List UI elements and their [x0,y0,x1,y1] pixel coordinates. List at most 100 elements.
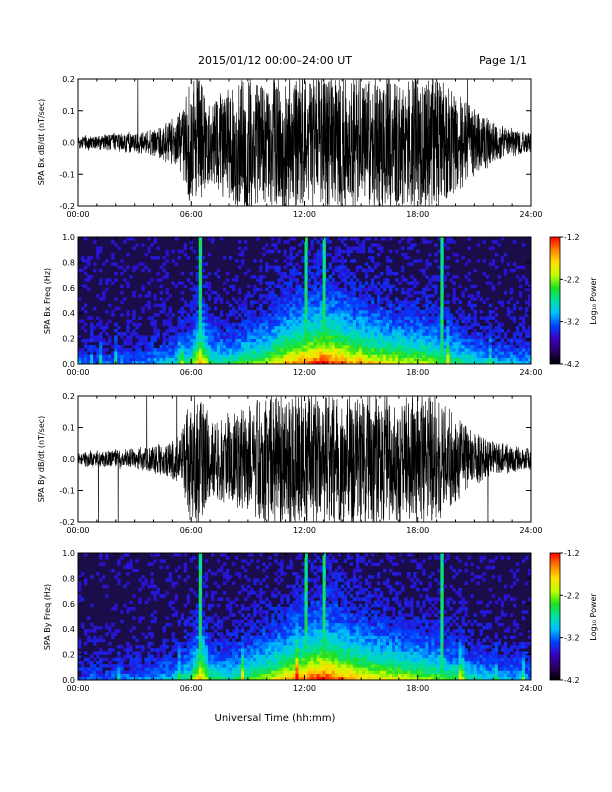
spectrogram-cell [174,648,178,652]
spectrogram-cell [524,281,529,285]
spectrogram-cell [81,351,85,355]
spectrogram-cell [256,348,260,352]
spectrogram-cell [244,240,248,244]
spectrogram-cell [307,252,311,257]
spectrogram-cell [298,322,302,327]
spectrogram-cell [93,641,97,646]
spectrogram-cell [389,335,393,339]
spectrogram-cell [340,275,345,279]
spectrogram-cell [370,335,375,339]
spectrogram-cell [201,673,206,678]
spectrogram-cell [503,357,508,362]
spectrogram-cell [135,638,139,643]
spectrogram-cell [289,297,293,301]
spectrogram-cell [292,626,296,630]
panel-by-spectrogram: 00:00 06:00 12:00 18:00 24:001.00.80.60.40.2… [43,549,598,693]
spectrogram-cell [126,319,130,324]
spectrogram-cell [319,329,323,333]
spectrogram-cell [280,641,284,646]
spectrogram-cell [204,676,209,681]
spectrogram-cell [225,329,230,333]
spectrogram-cell [201,354,206,358]
spectrogram-cell [410,237,414,241]
spectrogram-cell [244,597,248,601]
spectrogram-cell [241,654,245,659]
spectrogram-cell [289,360,293,365]
spectrogram-cell [268,645,272,649]
spectrogram-cell [204,619,209,624]
spectrogram-cell [192,654,197,659]
spectrogram-cell [283,635,287,640]
spectrogram-cell [470,284,474,289]
spectrogram-cell [108,648,112,652]
spectrogram-cell [413,243,417,247]
colorbar-tick-label: -2.2 [564,275,580,284]
spectrogram-cell [165,287,169,292]
spectrogram-cell [298,284,302,289]
spectrogram-cell [298,313,302,317]
spectrogram-cell [135,654,139,659]
spectrogram-cell [518,338,523,343]
spectrogram-cell [274,572,278,576]
spectrogram-cell [328,294,332,298]
spectrogram-cell [416,290,420,295]
spectrogram-cell [105,553,109,557]
spectrogram-cell [225,676,230,681]
spectrogram-cell [301,281,305,285]
spectrogram-cell [307,344,311,349]
spectrogram-cell [159,676,163,681]
spectrogram-cell [238,641,242,646]
spectrogram-cell [126,645,130,649]
spectrogram-cell [274,329,278,333]
spectrogram-cell [253,259,257,263]
spectrogram-cell [262,275,266,279]
spectrogram-cell [238,657,242,662]
spectrogram-cell [78,575,82,579]
spectrogram-cell [210,325,215,330]
spectrogram-cell [253,660,257,665]
spectrogram-cell [395,297,399,301]
spectrogram-cell [247,335,251,339]
spectrogram-cell [250,325,254,330]
spectrogram-cell [195,606,200,611]
spectrogram-cell [268,338,272,343]
spectrogram-cell [183,303,188,308]
spectrogram-cell [235,673,239,678]
spectrogram-cell [524,329,529,333]
spectrogram-cell [250,313,254,317]
spectrogram-cell [274,587,278,592]
spectrogram-cell [298,341,302,346]
spectrogram-cell [78,581,82,586]
spectrogram-cell [440,287,444,292]
spectrogram-cell [111,313,115,317]
spectrogram-cell [470,341,474,346]
spectrogram-cell [491,316,496,320]
spectrogram-cell [352,338,357,343]
spectrogram-cell [96,357,100,362]
spectrogram-cell [449,332,453,336]
spectrogram-cell [99,332,103,336]
spectrogram-cell [244,341,248,346]
spectrogram-cell [361,313,366,317]
spectrogram-cell [331,348,335,352]
spectrogram-cell [392,344,396,349]
spectrogram-cell [361,344,366,349]
spectrogram-cell [434,306,438,311]
spectrogram-cell [455,351,459,355]
spectrogram-cell [452,357,456,362]
spectrogram-cell [102,360,106,365]
spectrogram-cell [422,319,426,324]
spectrogram-cell [386,271,390,276]
spectrogram-cell [413,325,417,330]
spectrogram-cell [328,357,332,362]
spectrogram-cell [150,316,154,320]
spectrogram-cell [425,332,429,336]
spectrogram-cell [162,338,166,343]
spectrogram-cell [210,648,215,652]
spectrogram-cell [210,654,215,659]
spectrogram-cell [210,657,215,662]
spectrogram-cell [283,638,287,643]
spectrogram-cell [238,332,242,336]
spectrogram-cell [210,553,215,557]
spectrogram-cell [521,265,526,270]
